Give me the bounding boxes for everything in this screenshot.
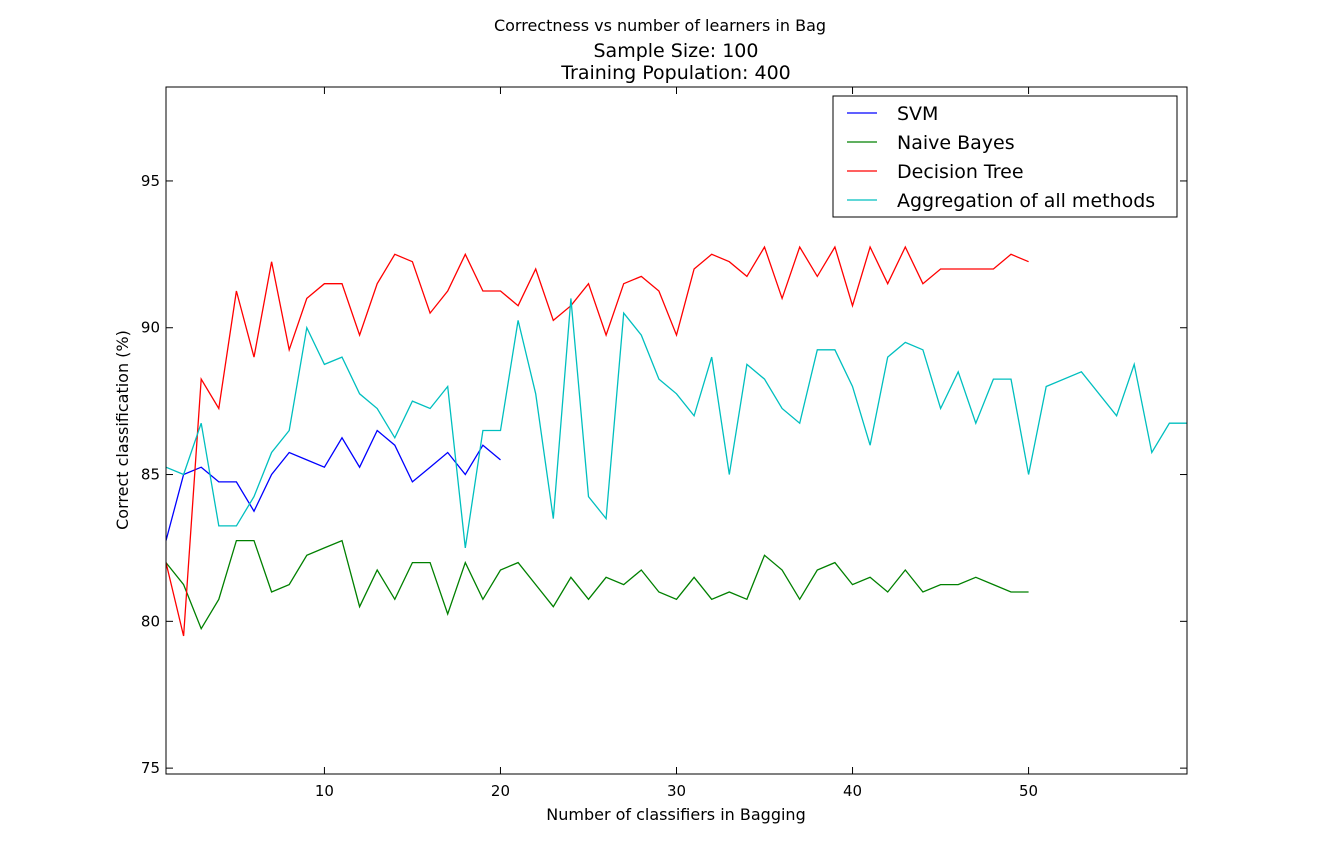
y-tick-label: 75 (141, 759, 160, 777)
ticks-layer: 10 20 30 40 50 75 80 85 90 95 (141, 87, 1187, 800)
y-axis-label: Correct classification (%) (113, 330, 132, 530)
series-line-3 (166, 245, 1029, 637)
legend-frame (832, 95, 1178, 218)
x-tick-label: 40 (843, 782, 862, 800)
legend-label-3: Decision Tree (897, 161, 1024, 183)
series-line-2 (166, 539, 1029, 631)
legend: SVM Naive Bayes Decision Tree Aggregation o… (832, 95, 1178, 218)
y-tick-label: 90 (141, 319, 160, 337)
y-tick-label: 85 (141, 466, 160, 484)
x-tick-label: 50 (1019, 782, 1038, 800)
y-tick-label: 95 (141, 172, 160, 190)
series-line-4 (166, 298, 1187, 548)
legend-label-4: Aggregation of all methods (897, 190, 1155, 212)
series-line-1 (166, 429, 501, 541)
x-tick-label: 20 (491, 782, 510, 800)
x-tick-label: 10 (315, 782, 334, 800)
x-axis-label: Number of classifiers in Bagging (546, 805, 805, 824)
chart-title-line-2: Training Population: 400 (560, 62, 791, 84)
legend-label-1: SVM (897, 103, 938, 125)
chart-title-line-1: Sample Size: 100 (594, 40, 759, 62)
y-tick-label: 80 (141, 612, 160, 630)
legend-label-2: Naive Bayes (897, 132, 1015, 154)
legend-entries: SVM Naive Bayes Decision Tree Aggregation o… (847, 103, 1155, 212)
series-layer (166, 245, 1187, 637)
x-tick-label: 30 (667, 782, 686, 800)
chart-suptitle: Correctness vs number of learners in Bag (494, 16, 826, 35)
